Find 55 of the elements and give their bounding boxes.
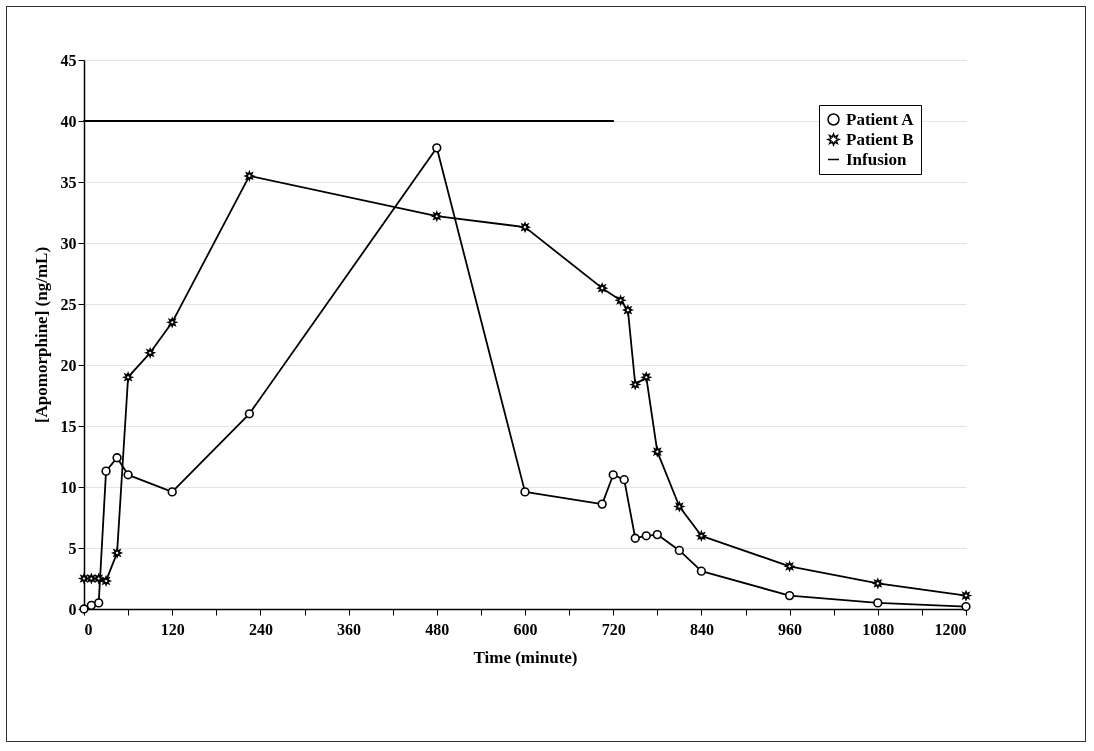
y-tick-label: 40 xyxy=(60,112,77,130)
point xyxy=(961,590,971,601)
y-axis-title: [Apomorphine] (ng/mL) xyxy=(31,246,51,424)
legend-label: Infusion xyxy=(846,149,908,169)
x-tick-label: 360 xyxy=(337,620,362,638)
point xyxy=(101,466,111,476)
point xyxy=(79,573,89,584)
point xyxy=(623,305,633,315)
point xyxy=(94,573,104,584)
y-tick-label: 20 xyxy=(60,356,77,374)
y-tick-label: 45 xyxy=(60,51,77,69)
point xyxy=(630,533,640,543)
point xyxy=(615,295,626,306)
point xyxy=(112,453,122,463)
x-axis-title: Time (minute) xyxy=(473,647,578,667)
legend-label: Patient B xyxy=(846,129,914,149)
y-tick-label: 30 xyxy=(60,234,77,252)
point xyxy=(873,598,883,608)
x-tick-label: 1080 xyxy=(862,620,895,638)
y-tick-label: 5 xyxy=(68,539,77,557)
point xyxy=(112,548,122,558)
x-tick-label: 240 xyxy=(248,620,273,638)
point xyxy=(674,545,685,556)
y-tick-label: 15 xyxy=(60,417,77,435)
point xyxy=(674,501,685,512)
point xyxy=(641,531,651,541)
y-tick-label: 0 xyxy=(68,600,77,618)
point xyxy=(123,470,133,480)
y-tick-label: 35 xyxy=(60,173,77,191)
y-tick-label: 10 xyxy=(60,478,77,496)
x-tick-label: 480 xyxy=(425,620,450,638)
x-tick-label: 1200 xyxy=(934,620,967,638)
x-tick-label: 120 xyxy=(160,620,185,638)
point xyxy=(961,601,971,612)
point xyxy=(94,598,104,608)
x-tick-label: 600 xyxy=(513,620,538,638)
legend-label: Patient A xyxy=(846,109,915,129)
point xyxy=(86,573,97,584)
point xyxy=(244,409,255,419)
point xyxy=(652,529,662,540)
x-tick-label: 0 xyxy=(84,620,93,638)
point xyxy=(123,372,133,382)
point xyxy=(784,590,795,601)
point xyxy=(520,222,530,232)
point xyxy=(432,143,442,153)
point xyxy=(608,470,618,480)
point xyxy=(167,487,177,497)
point xyxy=(597,499,607,509)
point xyxy=(520,487,530,497)
point xyxy=(696,566,707,576)
x-tick-label: 960 xyxy=(778,620,803,638)
y-tick-label: 25 xyxy=(60,295,77,313)
x-tick-label: 720 xyxy=(601,620,626,638)
x-tick-label: 840 xyxy=(689,620,714,638)
point xyxy=(619,475,629,485)
